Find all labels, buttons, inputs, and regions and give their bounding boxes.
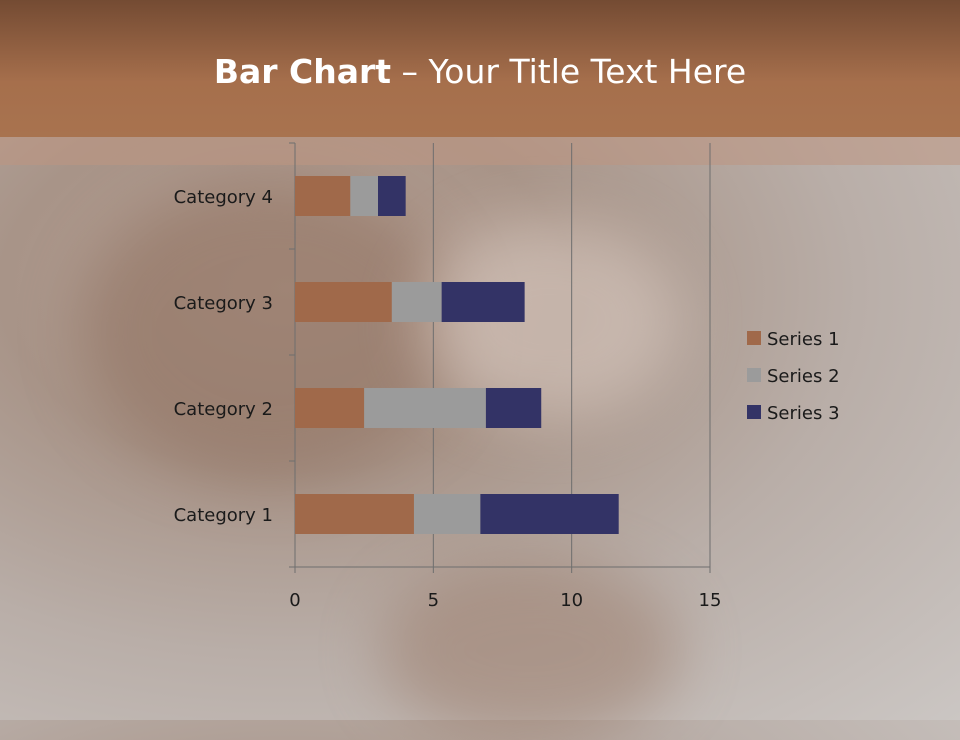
title-band — [0, 137, 960, 165]
bar-series-2 — [413, 494, 481, 534]
legend-label: Series 2 — [767, 366, 840, 387]
bar-series-3 — [441, 282, 525, 322]
bar-series-3 — [485, 388, 542, 428]
bar-series-1 — [295, 494, 414, 534]
x-tick-label: 5 — [428, 590, 439, 611]
title-rest: – Your Title Text Here — [391, 52, 747, 91]
bar-series-1 — [295, 282, 392, 322]
bar-series-2 — [364, 388, 486, 428]
bar-series-2 — [350, 176, 378, 216]
category-label: Category 3 — [174, 293, 273, 314]
title-bar — [0, 0, 960, 137]
category-label: Category 4 — [174, 187, 273, 208]
x-tick-label: 0 — [289, 590, 300, 611]
bar-series-1 — [295, 176, 351, 216]
slide-title: Bar Chart – Your Title Text Here — [0, 52, 960, 91]
bar-series-3 — [480, 494, 619, 534]
category-label: Category 1 — [174, 505, 273, 526]
legend-swatch — [747, 368, 761, 382]
category-label: Category 2 — [174, 399, 273, 420]
bar-series-3 — [378, 176, 406, 216]
x-tick-label: 10 — [560, 590, 583, 611]
title-bold: Bar Chart — [213, 52, 392, 91]
background-photo-lower — [380, 560, 680, 740]
legend-label: Series 1 — [767, 329, 840, 350]
bar-chart: 0 5 10 15 Category 1 Category 2 Category 3 Cate… — [174, 142, 840, 611]
legend-swatch — [747, 405, 761, 419]
legend-label: Series 3 — [767, 403, 840, 424]
x-tick-label: 15 — [699, 590, 722, 611]
background-photo — [80, 180, 460, 480]
bar-series-1 — [295, 388, 365, 428]
legend-swatch — [747, 331, 761, 345]
bar-series-2 — [391, 282, 442, 322]
